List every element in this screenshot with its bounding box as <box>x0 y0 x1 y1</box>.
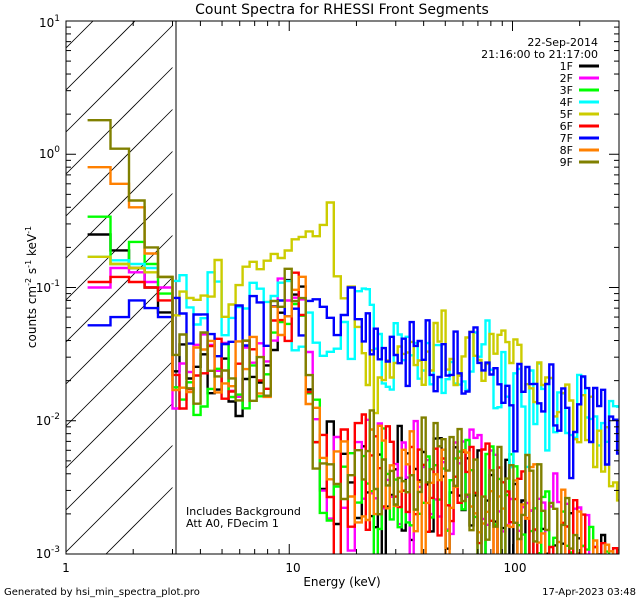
series-line-5f <box>87 201 619 502</box>
legend-label-7f: 7F <box>560 132 573 145</box>
annotation-attenuator: Att A0, FDecim 1 <box>186 517 279 530</box>
y-tick-labels: 10-3 10-2 10-1 100 101 <box>36 14 61 561</box>
time-range-label: 21:16:00 to 21:17:00 <box>481 48 598 61</box>
y-tick-label: 100 <box>39 145 60 161</box>
legend-label-4f: 4F <box>560 96 573 109</box>
date-label: 22-Sep-2014 <box>527 36 598 49</box>
hatch-line <box>66 21 136 91</box>
y-tick-label: 10-2 <box>36 412 60 428</box>
y-tick-label: 10-3 <box>36 545 60 561</box>
hatch-line <box>105 487 173 554</box>
legend-label-3f: 3F <box>560 84 573 97</box>
y-axis-label: counts cm-2 s-1 keV-1 <box>24 226 39 348</box>
hatch-line <box>66 25 173 133</box>
y-tick-label: 101 <box>39 14 60 30</box>
legend-label-9f: 9F <box>560 156 573 169</box>
hatch-line <box>66 0 173 6</box>
hatched-region <box>66 0 173 554</box>
x-tick-label: 1 <box>62 561 70 575</box>
footer-timestamp: 17-Apr-2023 03:48 <box>542 587 636 598</box>
hatch-line <box>66 319 173 427</box>
hatch-line <box>66 67 173 175</box>
axis-ticks <box>65 21 620 555</box>
hatch-line <box>66 109 173 217</box>
x-tick-labels: 1 10 100 <box>62 561 526 575</box>
hatch-line <box>66 277 173 385</box>
hatch-line <box>66 445 173 553</box>
series-line-8f <box>87 166 615 554</box>
y-tick-label: 10-1 <box>36 279 60 295</box>
legend-label-6f: 6F <box>560 120 573 133</box>
legend-label-5f: 5F <box>560 108 573 121</box>
hatch-line <box>66 151 173 259</box>
series-group <box>87 119 619 554</box>
series-line-9f <box>87 119 579 554</box>
series-line-6f <box>87 271 619 554</box>
x-axis-label: Energy (keV) <box>303 575 380 589</box>
generated-by-label: Generated by hsi_min_spectra_plot.pro <box>4 587 200 598</box>
legend-label-1f: 1F <box>560 60 573 73</box>
chart-title: Count Spectra for RHESSI Front Segments <box>195 2 489 18</box>
series-line-7f <box>87 286 619 480</box>
hatch-line <box>66 403 173 511</box>
hatch-line <box>66 361 173 469</box>
x-tick-label: 10 <box>285 561 300 575</box>
legend-label-2f: 2F <box>560 72 573 85</box>
legend-label-8f: 8F <box>560 144 573 157</box>
hatch-line <box>66 21 94 49</box>
hatch-line <box>66 193 173 301</box>
annotation-background: Includes Background <box>186 505 301 518</box>
x-tick-label: 100 <box>504 561 527 575</box>
series-line-3f <box>87 215 619 554</box>
